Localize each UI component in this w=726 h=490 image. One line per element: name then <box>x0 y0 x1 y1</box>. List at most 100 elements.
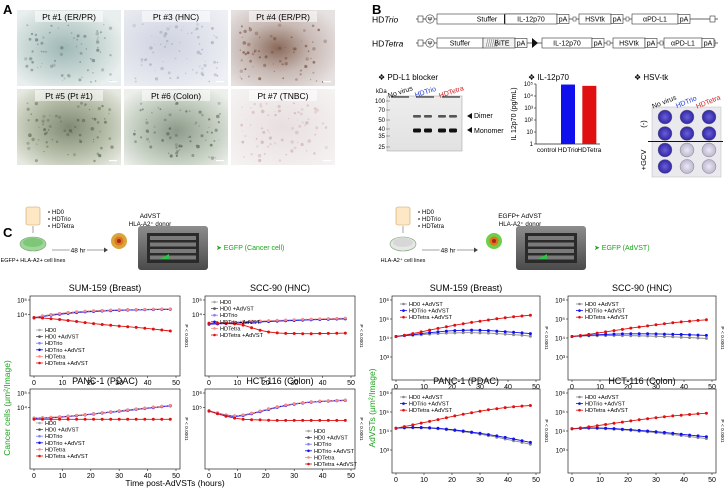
construct-element-label: αPD-L1 <box>671 41 695 48</box>
data-point <box>168 307 172 311</box>
chart-title: SUM-159 (Breast) <box>430 283 503 293</box>
ihc-tile-label: Pt #3 (HNC) <box>153 12 199 22</box>
data-point <box>704 435 708 439</box>
data-point <box>224 414 228 418</box>
data-point <box>117 409 121 413</box>
data-point <box>100 323 104 326</box>
data-point <box>570 427 574 431</box>
data-point <box>83 413 87 417</box>
monomer-band <box>413 128 421 133</box>
data-point <box>520 439 524 443</box>
chart-title: PANC-1 (PDAC) <box>72 376 138 386</box>
data-point <box>604 332 608 336</box>
data-point <box>143 326 147 330</box>
data-point <box>595 424 599 428</box>
chart-y-tick: 10⁵ <box>17 298 27 305</box>
data-point <box>224 322 228 325</box>
chart-x-tick: 30 <box>476 384 484 391</box>
construct-element-label: αPD-L1 <box>643 17 667 24</box>
data-point <box>134 325 138 329</box>
data-point <box>100 417 104 421</box>
p-value: P < 0.0001 <box>358 417 364 441</box>
data-point <box>662 430 666 434</box>
construct-tetra: HDTetra Ψ Stuffer BiTE pA IL-12p70 pA HSVtk pA αP… <box>372 37 718 49</box>
data-point <box>411 332 415 336</box>
data-point <box>620 420 624 424</box>
data-point <box>671 335 675 339</box>
construct-name: HDTetra <box>372 39 404 49</box>
construct-element-label: pA <box>559 17 568 24</box>
data-point <box>704 318 708 322</box>
hsvtk-well <box>701 159 717 174</box>
data-point <box>671 414 675 418</box>
schematic-virus-item: HD0 <box>422 210 435 216</box>
series-line <box>208 399 346 417</box>
kda-mark: 100 <box>375 99 386 105</box>
legend-entry: HDTetra +AdVST <box>585 315 629 321</box>
data-point <box>629 428 633 432</box>
p-value: P < 0.0001 <box>183 417 189 441</box>
chart-x-tick: 40 <box>680 477 688 484</box>
data-point <box>428 419 432 423</box>
chart-title: SCC-90 (HNC) <box>612 283 672 293</box>
p-value: P < 0.0001 <box>719 326 725 350</box>
construct-element-label: IL-12p70 <box>517 17 545 24</box>
hsvtk-well <box>657 109 673 125</box>
legend-entry: HDTrio +AdVST <box>45 441 86 447</box>
data-point <box>335 418 339 422</box>
legend-entry: HDTrio <box>45 341 63 347</box>
data-point <box>486 408 490 412</box>
schematic-donor-sub: HLA-A2⁺ donor <box>129 221 171 228</box>
data-point <box>495 407 499 411</box>
chart-x-tick: 10 <box>234 380 242 387</box>
data-point <box>486 433 490 437</box>
chart-x-tick: 40 <box>504 477 512 484</box>
hsvtk-well <box>701 109 717 125</box>
chart-x-tick: 10 <box>596 384 604 391</box>
legend-entry: HD0 +AdVST <box>45 335 79 341</box>
chart-x-tick: 50 <box>708 384 716 391</box>
data-point <box>216 412 219 416</box>
data-point <box>301 418 305 422</box>
legend-entry: HD0 +AdVST <box>585 302 619 308</box>
data-point <box>134 417 138 421</box>
data-point <box>486 331 490 335</box>
data-point <box>241 323 245 327</box>
data-point <box>207 409 211 413</box>
data-point <box>75 417 79 421</box>
schematic-cells-label: HLA-A2⁺ cell lines <box>381 257 426 264</box>
chart-x-tick: 50 <box>532 384 540 391</box>
data-point <box>109 417 113 421</box>
data-point <box>292 418 296 422</box>
legend-entry: HDTrio +AdVST <box>45 348 86 354</box>
data-point <box>528 332 532 336</box>
data-point <box>275 331 279 335</box>
data-point <box>75 310 79 314</box>
monomer-band <box>424 128 432 133</box>
data-point <box>49 417 53 421</box>
data-point <box>696 336 700 340</box>
data-point <box>453 329 457 333</box>
data-point <box>267 319 271 323</box>
data-point <box>520 404 524 408</box>
ihc-tile: Pt #4 (ER/PR) <box>231 10 335 86</box>
data-point <box>654 334 658 338</box>
data-point <box>75 320 79 323</box>
chart-title: SCC-90 (HNC) <box>250 283 310 293</box>
data-point <box>151 405 155 409</box>
data-point <box>696 318 700 322</box>
dimer-band <box>449 115 457 118</box>
ihc-tile-label: Pt #6 (Colon) <box>151 91 201 101</box>
data-point <box>32 316 36 320</box>
il12-y-tick: 10⁴ <box>524 93 534 100</box>
chart-x-tick: 30 <box>652 477 660 484</box>
legend-entry: HD0 <box>45 421 56 427</box>
data-point <box>696 333 700 337</box>
legend-entry: HD0 +AdVST <box>220 307 254 313</box>
data-point <box>134 407 138 411</box>
data-point <box>637 418 641 422</box>
data-point <box>478 409 482 413</box>
chart-x-tick: 50 <box>708 477 716 484</box>
data-point <box>394 335 398 338</box>
